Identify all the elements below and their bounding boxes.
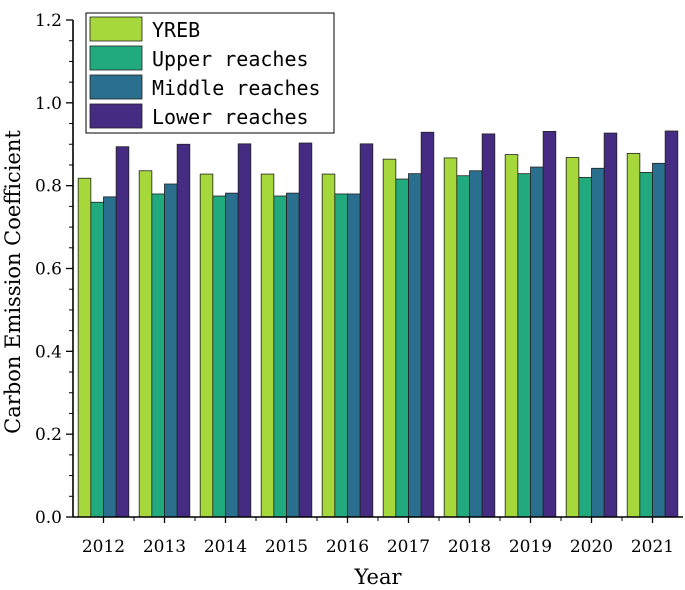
bar-middle-reaches-2015 <box>286 192 300 518</box>
bar-lower-reaches-2018 <box>481 133 496 518</box>
x-tick-label: 2018 <box>448 537 491 557</box>
legend-swatch <box>89 74 143 100</box>
y-ticks-group: 0.0 0.2 0.4 0.6 0.8 1.0 1.2 <box>35 11 73 528</box>
bar-upper-reaches-2016 <box>334 193 348 518</box>
bars-group <box>77 130 679 518</box>
y-tick-label: 0.8 <box>35 177 62 197</box>
bar-lower-reaches-2019 <box>542 131 557 518</box>
legend-label: YREB <box>152 18 200 42</box>
x-tick-label: 2012 <box>82 537 125 557</box>
bar-yreb-2015 <box>260 173 275 518</box>
x-tick-label: 2020 <box>570 537 613 557</box>
bar-yreb-2020 <box>565 157 580 518</box>
y-tick-label: 0.4 <box>35 342 62 362</box>
bar-middle-reaches-2016 <box>347 193 361 518</box>
y-tick-label: 1.2 <box>35 11 62 31</box>
bar-yreb-2012 <box>77 177 92 518</box>
bar-yreb-2019 <box>504 154 519 518</box>
y-tick-label: 0.2 <box>35 425 62 445</box>
bar-yreb-2021 <box>626 152 641 518</box>
bar-upper-reaches-2019 <box>517 173 531 518</box>
bar-yreb-2014 <box>199 173 214 518</box>
bar-upper-reaches-2021 <box>639 172 653 518</box>
x-tick-label: 2014 <box>204 537 247 557</box>
bar-middle-reaches-2013 <box>164 183 178 518</box>
bar-middle-reaches-2020 <box>591 167 605 518</box>
legend-swatch <box>89 45 143 71</box>
y-tick-label: 1.0 <box>35 94 62 114</box>
bar-upper-reaches-2015 <box>273 195 287 518</box>
bar-middle-reaches-2012 <box>103 196 117 518</box>
bar-middle-reaches-2017 <box>408 173 422 518</box>
bar-lower-reaches-2012 <box>115 146 130 518</box>
y-tick-label: 0.0 <box>35 508 62 528</box>
bar-upper-reaches-2014 <box>212 195 226 518</box>
bar-lower-reaches-2016 <box>359 143 374 518</box>
legend-swatch <box>89 103 143 129</box>
bar-middle-reaches-2018 <box>469 170 483 518</box>
bar-middle-reaches-2019 <box>530 166 544 518</box>
y-tick-label: 0.6 <box>35 260 62 280</box>
bar-yreb-2016 <box>321 173 336 518</box>
x-tick-label: 2021 <box>631 537 674 557</box>
bar-middle-reaches-2014 <box>225 192 239 518</box>
x-tick-label: 2017 <box>387 537 430 557</box>
bar-lower-reaches-2017 <box>420 131 435 518</box>
bar-upper-reaches-2017 <box>395 178 409 518</box>
legend-label: Lower reaches <box>152 105 309 129</box>
legend-swatch <box>89 16 143 42</box>
bar-lower-reaches-2020 <box>603 132 618 518</box>
bar-yreb-2013 <box>138 170 153 518</box>
x-tick-label: 2019 <box>509 537 552 557</box>
bar-upper-reaches-2012 <box>90 201 104 518</box>
bar-lower-reaches-2015 <box>298 142 313 518</box>
x-tick-label: 2016 <box>326 537 369 557</box>
bar-middle-reaches-2021 <box>652 162 666 518</box>
x-tick-label: 2013 <box>143 537 186 557</box>
legend: YREB Upper reaches Middle reaches Lower rea… <box>85 12 335 134</box>
legend-label: Upper reaches <box>152 47 309 71</box>
bar-upper-reaches-2020 <box>578 176 592 518</box>
bar-lower-reaches-2021 <box>664 130 679 518</box>
x-axis-title: Year <box>353 565 402 589</box>
y-axis-title: Carbon Emission Coefficient <box>1 130 25 434</box>
bar-upper-reaches-2018 <box>456 175 470 518</box>
x-ticks-group: 2012 2013 2014 2015 2016 2017 2018 2019 2020 2021 <box>82 517 674 557</box>
bar-yreb-2017 <box>382 158 397 518</box>
bar-yreb-2018 <box>443 157 458 518</box>
x-tick-label: 2015 <box>265 537 308 557</box>
legend-label: Middle reaches <box>152 76 321 100</box>
bar-lower-reaches-2014 <box>237 143 252 518</box>
bar-lower-reaches-2013 <box>176 143 191 518</box>
bar-upper-reaches-2013 <box>151 193 165 518</box>
